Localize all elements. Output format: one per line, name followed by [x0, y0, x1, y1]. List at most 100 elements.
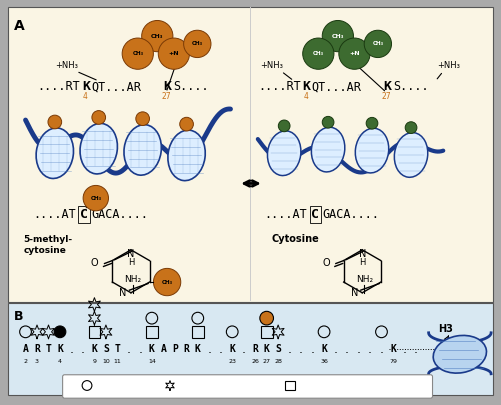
Text: .: .	[379, 343, 383, 356]
Text: .: .	[345, 343, 349, 356]
Circle shape	[303, 38, 334, 69]
Text: N: N	[359, 249, 366, 259]
Ellipse shape	[168, 130, 205, 181]
Text: 4: 4	[303, 92, 308, 100]
Text: K: K	[264, 344, 270, 354]
Text: 26: 26	[251, 358, 259, 364]
Text: +NH₃: +NH₃	[260, 61, 283, 70]
Text: .: .	[138, 343, 142, 356]
Text: H: H	[359, 258, 365, 267]
Ellipse shape	[355, 128, 389, 173]
Text: +NH₃: +NH₃	[437, 61, 459, 70]
Text: CH₃: CH₃	[132, 51, 143, 56]
Text: QT...AR: QT...AR	[312, 80, 361, 93]
Text: CH₃: CH₃	[162, 279, 173, 285]
Text: GACA....: GACA....	[91, 208, 148, 221]
Text: N: N	[119, 288, 127, 298]
Text: K: K	[82, 80, 90, 93]
Text: T: T	[46, 344, 52, 354]
Text: CH₃: CH₃	[90, 196, 101, 200]
Text: CH₃: CH₃	[313, 51, 324, 56]
Bar	[261, 326, 273, 338]
Bar	[192, 326, 203, 338]
Text: 2: 2	[24, 358, 28, 364]
Bar	[146, 326, 158, 338]
Text: N: N	[351, 288, 358, 298]
Text: NH₂: NH₂	[124, 275, 141, 284]
Text: CH₃: CH₃	[372, 41, 383, 47]
Text: Cytosine: Cytosine	[272, 234, 319, 244]
Text: .: .	[402, 343, 406, 356]
Text: Acetylation: Acetylation	[299, 381, 346, 390]
Circle shape	[122, 38, 153, 69]
Text: .: .	[127, 343, 131, 356]
Text: R: R	[183, 344, 189, 354]
Text: K: K	[149, 344, 155, 354]
Text: +N: +N	[349, 51, 360, 56]
Text: .: .	[288, 343, 292, 356]
Text: K: K	[92, 344, 97, 354]
Circle shape	[158, 38, 189, 69]
Text: 5-methyl-: 5-methyl-	[24, 234, 73, 243]
Text: .: .	[334, 343, 338, 356]
Text: .: .	[219, 343, 223, 356]
Text: S: S	[103, 344, 109, 354]
Text: K: K	[390, 344, 396, 354]
Text: QT...AR: QT...AR	[91, 80, 141, 93]
Circle shape	[92, 111, 106, 124]
Ellipse shape	[433, 335, 486, 373]
Text: .: .	[81, 343, 85, 356]
Text: A: A	[14, 19, 25, 32]
Text: 23: 23	[228, 358, 236, 364]
Circle shape	[54, 326, 66, 338]
Ellipse shape	[268, 131, 301, 175]
Circle shape	[364, 30, 392, 58]
FancyBboxPatch shape	[63, 375, 432, 398]
Ellipse shape	[394, 132, 428, 177]
Text: T: T	[114, 344, 120, 354]
Text: CH₃: CH₃	[192, 41, 203, 47]
Ellipse shape	[36, 128, 74, 179]
Text: ....AT: ....AT	[265, 208, 308, 221]
Text: 9: 9	[92, 358, 96, 364]
Text: K: K	[57, 344, 63, 354]
Circle shape	[184, 30, 211, 58]
Circle shape	[260, 311, 274, 325]
Circle shape	[83, 185, 109, 211]
Text: R: R	[34, 344, 40, 354]
Ellipse shape	[311, 127, 345, 172]
Text: A: A	[160, 344, 166, 354]
Text: CH₃: CH₃	[151, 34, 163, 38]
Circle shape	[405, 122, 417, 134]
Circle shape	[366, 117, 378, 129]
Text: .: .	[357, 343, 361, 356]
Text: ....AT: ....AT	[34, 208, 76, 221]
Text: NH₂: NH₂	[356, 275, 373, 284]
Text: K: K	[229, 344, 235, 354]
Circle shape	[136, 112, 149, 126]
Text: GACA....: GACA....	[322, 208, 379, 221]
Text: A: A	[23, 344, 29, 354]
Text: ....RT: ....RT	[37, 80, 80, 93]
Text: P: P	[172, 344, 178, 354]
Ellipse shape	[80, 124, 117, 174]
Circle shape	[48, 115, 62, 129]
Ellipse shape	[124, 125, 161, 175]
Text: S....: S....	[393, 80, 429, 93]
Text: C: C	[312, 208, 320, 221]
Text: S: S	[275, 344, 281, 354]
Text: 79: 79	[389, 358, 397, 364]
Text: .: .	[299, 343, 303, 356]
Text: 3: 3	[35, 358, 39, 364]
Text: O: O	[322, 258, 330, 268]
Text: 36: 36	[320, 358, 328, 364]
Text: K: K	[195, 344, 201, 354]
Text: S....: S....	[173, 80, 208, 93]
Text: +NH₃: +NH₃	[55, 61, 78, 70]
Bar	[8, 303, 493, 395]
Text: 27: 27	[263, 358, 271, 364]
Text: cytosine: cytosine	[24, 246, 67, 255]
Text: N: N	[127, 249, 135, 259]
Text: ....RT: ....RT	[258, 80, 301, 93]
Text: .: .	[207, 343, 211, 356]
